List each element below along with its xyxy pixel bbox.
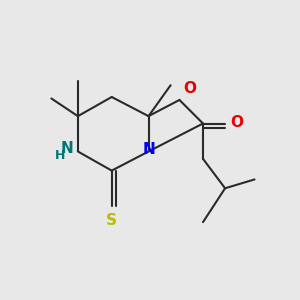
- Text: N: N: [60, 141, 73, 156]
- Text: S: S: [106, 213, 117, 228]
- Text: O: O: [183, 81, 196, 96]
- Text: O: O: [230, 116, 243, 130]
- Text: N: N: [142, 142, 155, 158]
- Text: H: H: [55, 149, 65, 162]
